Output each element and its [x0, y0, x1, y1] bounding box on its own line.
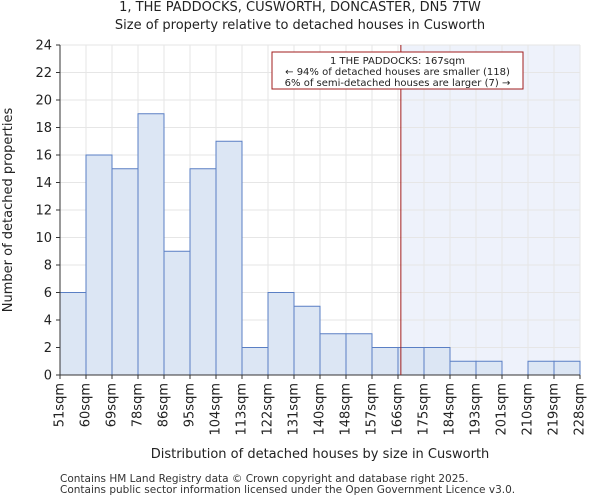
footer-line2: Contains public sector information licen… [60, 484, 516, 496]
y-tick-label: 24 [35, 39, 52, 54]
x-tick-label: 166sqm [391, 383, 406, 436]
x-tick-label: 228sqm [573, 383, 588, 436]
annotation-line1: 1 THE PADDOCKS: 167sqm [330, 56, 465, 67]
x-tick-label: 148sqm [339, 383, 354, 436]
x-tick-label: 131sqm [287, 383, 302, 436]
bar [163, 250, 191, 376]
y-tick-label: 16 [35, 149, 52, 164]
y-tick-label: 4 [44, 314, 52, 329]
x-tick-label: 86sqm [157, 383, 172, 427]
bar [319, 333, 347, 376]
y-tick-label: 10 [35, 231, 52, 246]
bar [397, 347, 425, 376]
annotation-layer: 1 THE PADDOCKS: 167sqm ← 94% of detached… [271, 51, 524, 90]
x-tick-label: 219sqm [547, 383, 562, 436]
x-axis-label: Distribution of detached houses by size … [151, 447, 490, 462]
bar [85, 154, 113, 376]
bar [293, 305, 321, 376]
x-tick-label: 210sqm [521, 383, 536, 436]
bar [449, 360, 477, 376]
footer-line1: Contains HM Land Registry data © Crown c… [60, 473, 469, 485]
x-tick-label: 193sqm [469, 383, 484, 436]
x-tick-label: 140sqm [313, 383, 328, 436]
y-tick-label: 2 [44, 341, 52, 356]
y-tick-label: 20 [35, 94, 52, 109]
bar [189, 168, 217, 376]
bar [241, 347, 269, 376]
x-tick-label: 184sqm [443, 383, 458, 436]
x-tick-label: 95sqm [183, 383, 198, 427]
y-tick-label: 14 [35, 176, 52, 191]
chart-title-line2: Size of property relative to detached ho… [114, 18, 486, 33]
x-tick-label: 104sqm [209, 383, 224, 436]
x-tick-label: 201sqm [495, 383, 510, 436]
annotation-line2: ← 94% of detached houses are smaller (11… [285, 67, 510, 78]
y-tick-label: 8 [44, 259, 52, 274]
x-tick-label: 113sqm [235, 383, 250, 436]
bar [111, 168, 139, 376]
chart-title-line1: 1, THE PADDOCKS, CUSWORTH, DONCASTER, DN… [119, 0, 481, 15]
x-tick-label: 157sqm [365, 383, 380, 436]
x-tick-label: 51sqm [53, 383, 68, 427]
y-tick-label: 6 [44, 286, 52, 301]
y-axis-label: Number of detached properties [1, 108, 16, 313]
bar [423, 347, 451, 376]
bar [267, 292, 295, 376]
bar [59, 292, 87, 376]
bar [475, 360, 503, 376]
x-tick-label: 78sqm [131, 383, 146, 427]
bar [137, 113, 165, 376]
bars-layer [59, 113, 581, 376]
x-tick-label: 175sqm [417, 383, 432, 436]
y-tick-label: 0 [44, 369, 52, 384]
bar [215, 140, 243, 376]
annotation-box [271, 51, 524, 90]
x-tick-label: 69sqm [105, 383, 120, 427]
x-tick-label: 122sqm [261, 383, 276, 436]
y-tick-label: 22 [35, 66, 52, 81]
x-tick-label: 60sqm [79, 383, 94, 427]
bar [527, 360, 555, 376]
y-tick-label: 12 [35, 204, 52, 219]
bar [553, 360, 581, 376]
annotation-line3: 6% of semi-detached houses are larger (7… [285, 78, 511, 89]
y-tick-label: 18 [35, 121, 52, 136]
bar [371, 347, 399, 376]
bar [345, 333, 373, 376]
